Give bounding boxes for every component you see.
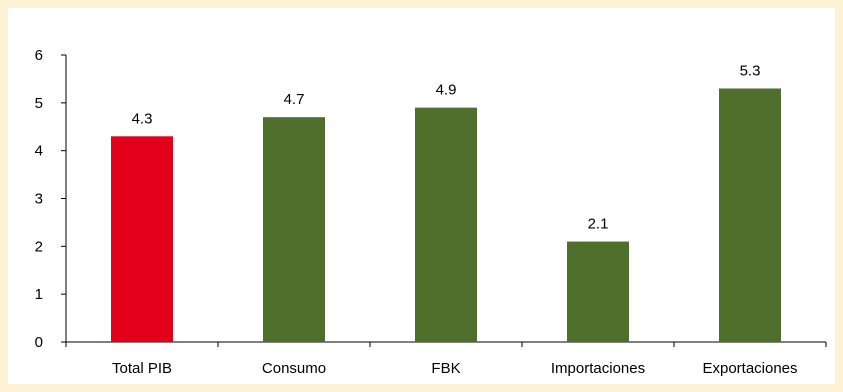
x-category-label: Total PIB (112, 360, 172, 377)
bar-importaciones (567, 241, 629, 342)
x-category-label: Consumo (262, 360, 326, 377)
bar-value-label: 4.3 (132, 110, 153, 127)
y-tick-label: 3 (35, 191, 43, 208)
y-tick-label: 4 (35, 143, 43, 160)
y-axis: 0 1 2 3 4 5 6 (35, 47, 67, 351)
y-tick-label: 1 (35, 286, 43, 303)
chart-frame: 0 1 2 3 4 5 6 Total PIB Consumo FBK Importaciones… (8, 8, 835, 384)
y-tick-label: 5 (35, 95, 43, 112)
y-tick-label: 0 (35, 334, 43, 351)
bar-value-label: 4.7 (284, 91, 305, 108)
y-tick-label: 6 (35, 47, 43, 64)
x-axis: Total PIB Consumo FBK Importaciones Exportac… (65, 341, 827, 377)
bar-value-label: 4.9 (436, 82, 457, 99)
data-labels: 4.3 4.7 4.9 2.1 5.3 (132, 62, 761, 232)
bar-value-label: 5.3 (740, 62, 761, 79)
x-category-label: Importaciones (551, 360, 645, 377)
x-category-label: FBK (431, 360, 460, 377)
bars (111, 88, 781, 342)
bar-fbk (415, 107, 477, 342)
bar-total-pib (111, 136, 173, 342)
y-tick-label: 2 (35, 238, 43, 255)
bar-consumo (263, 117, 325, 342)
bar-exportaciones (719, 88, 781, 342)
bar-value-label: 2.1 (588, 216, 609, 233)
bar-chart: 0 1 2 3 4 5 6 Total PIB Consumo FBK Importaciones… (35, 47, 827, 377)
x-category-label: Exportaciones (702, 360, 797, 377)
